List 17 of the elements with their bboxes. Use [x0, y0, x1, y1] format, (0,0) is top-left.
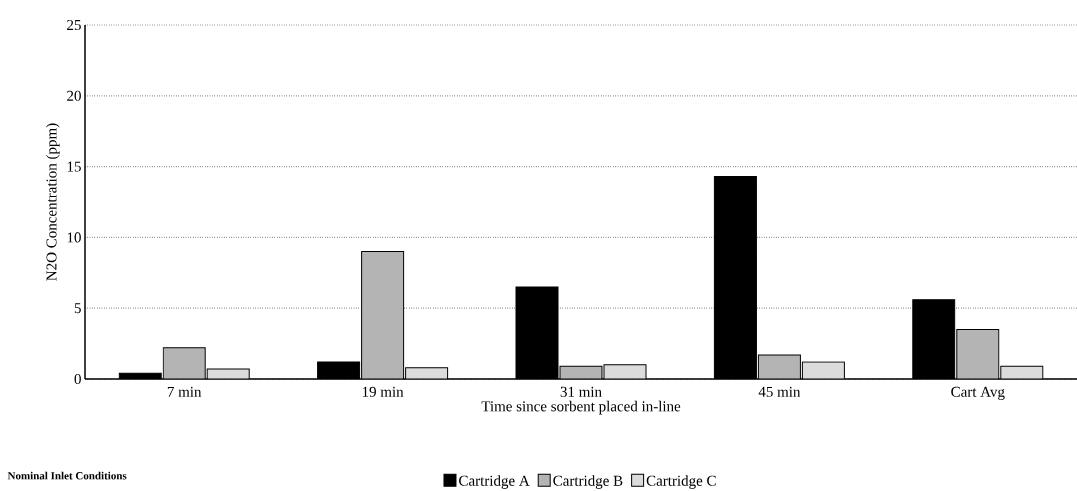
legend-label: Cartridge C	[646, 475, 716, 489]
y-axis-title: N2O Concentration (ppm)	[46, 123, 60, 281]
y-tick-label: 10	[67, 232, 81, 243]
y-tick-label: 25	[67, 19, 81, 31]
y-tick-label: 20	[67, 90, 81, 101]
x-tick-label: 31 min	[560, 386, 602, 397]
legend-label: Cartridge A	[459, 475, 530, 489]
y-tick-label: 15	[67, 161, 81, 172]
y-tick-label: 5	[74, 303, 81, 314]
x-tick-label: 19 min	[362, 386, 404, 397]
y-tick-label: 0	[74, 373, 81, 385]
legend-label: Cartridge B	[553, 475, 623, 489]
x-tick-label: Cart Avg	[951, 386, 1005, 400]
text: Nominal Inlet Conditions	[7, 471, 127, 480]
x-tick-label: 7 min	[167, 386, 202, 397]
x-axis-title: Time since sorbent placed in-line	[481, 400, 681, 415]
x-tick-label: 45 min	[758, 386, 801, 397]
